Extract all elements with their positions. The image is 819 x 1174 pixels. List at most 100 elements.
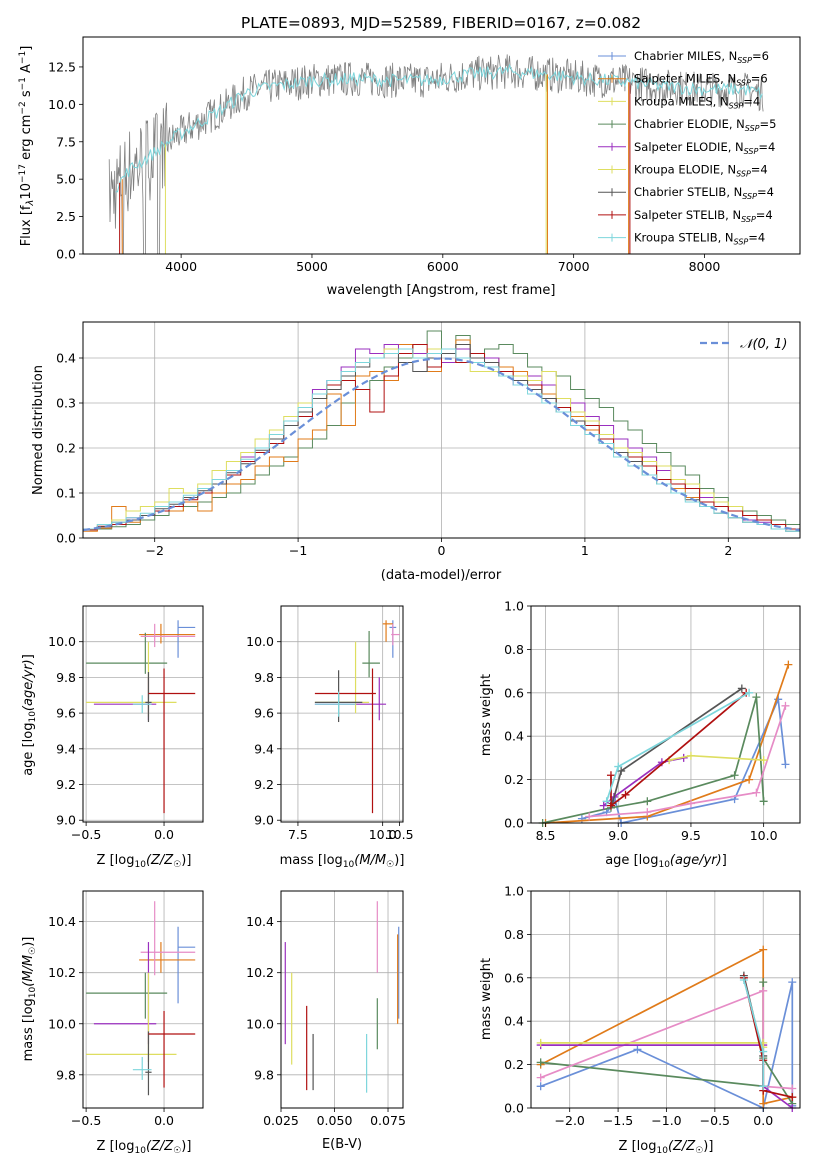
w-age-xlabel: age [log10(age/yr)] xyxy=(605,853,727,870)
y-tick-label: 0.2 xyxy=(56,441,76,456)
axes-frame xyxy=(280,890,404,1109)
mass-weight-marker xyxy=(621,790,630,799)
y-tick-label: 0.8 xyxy=(504,927,524,942)
mass-weight-marker xyxy=(759,945,768,954)
spectrum-panel: 4000 5000 6000 7000 8000 0.0 2.5 5.0 7.5 10.0 12.5… xyxy=(48,36,801,274)
weight-vs-Z-panel: −2.0 −1.5 −1.0 −0.5 0.0 0.0 0.2 0.4 0.6 0.8 1.0 xyxy=(504,884,801,1128)
x-tick-label: 0.0 xyxy=(154,1113,174,1128)
axes-frame xyxy=(530,890,801,1109)
y-tick-label: 0.0 xyxy=(56,247,76,262)
mass-weight-marker xyxy=(643,797,652,806)
x-tick-label: 10.5 xyxy=(386,827,414,842)
x-tick-label: 10.0 xyxy=(369,827,397,842)
mass-vs-EBV-panel: 0.025 0.050 0.075 9.8 10.0 10.2 10.4 xyxy=(246,890,406,1128)
mass-weight-marker xyxy=(784,660,793,669)
w-Z-ylabel: mass weight xyxy=(479,958,494,1040)
residuals-xlabel: (data-model)/error xyxy=(381,568,502,583)
y-tick-label: 0.6 xyxy=(504,970,524,985)
age-ylabel: age [log10(age/yr)] xyxy=(21,654,38,776)
mass-ylabel: mass [log10(M/M☉)] xyxy=(21,937,38,1062)
mass-weight-marker xyxy=(536,1038,545,1047)
legend-label: Salpeter ELODIE, NSSP=4 xyxy=(634,140,775,156)
spectrum-ylabel: Flux [fλ10−17 erg cm−2 s−1 A−1] xyxy=(18,46,36,247)
y-tick-label: 9.6 xyxy=(56,706,76,721)
mass-weight-marker xyxy=(745,688,754,697)
y-tick-label: 0.2 xyxy=(504,1057,524,1072)
mass-weight-marker xyxy=(752,693,761,702)
y-tick-label: 1.0 xyxy=(504,884,524,899)
mass-weight-marker xyxy=(745,775,754,784)
mass-weight-line xyxy=(540,989,793,1090)
y-tick-label: 0.3 xyxy=(56,396,76,411)
y-tick-label: 0.1 xyxy=(56,486,76,501)
mass-weight-marker xyxy=(759,1082,768,1091)
y-tick-label: 10.0 xyxy=(48,1016,76,1031)
mass-weight-marker xyxy=(759,986,768,995)
spectrum-xlabel: wavelength [Angstrom, rest frame] xyxy=(327,283,556,298)
mass-weight-marker xyxy=(752,788,761,797)
x-tick-label: 0.0 xyxy=(753,1113,773,1128)
mass-weight-marker xyxy=(759,1047,768,1056)
x-tick-label: −2.0 xyxy=(555,1113,585,1128)
y-tick-label: 10.0 xyxy=(246,1016,274,1031)
mass-weight-marker xyxy=(686,751,695,760)
mass-weight-marker xyxy=(599,801,608,810)
legend-label: Salpeter MILES, NSSP=6 xyxy=(634,72,768,88)
x-tick-label: 2 xyxy=(724,543,732,558)
mass-weight-marker xyxy=(606,771,615,780)
legend-label: Kroupa ELODIE, NSSP=4 xyxy=(634,163,768,179)
mass-weight-marker xyxy=(739,975,748,984)
mass-weight-marker xyxy=(730,771,739,780)
mass-weight-marker xyxy=(737,684,746,693)
axes-frame xyxy=(280,605,404,823)
y-tick-label: 0.4 xyxy=(504,729,524,744)
y-tick-label: 10.2 xyxy=(246,965,274,980)
y-tick-label: 5.0 xyxy=(56,172,76,187)
y-tick-label: 10.2 xyxy=(48,965,76,980)
legend-label: Salpeter STELIB, NSSP=4 xyxy=(634,208,773,224)
w-age-ylabel: mass weight xyxy=(479,674,494,756)
mass-weight-marker xyxy=(585,812,594,821)
mass-weight-line xyxy=(545,664,790,824)
x-tick-label: 6000 xyxy=(427,259,459,274)
y-tick-label: 10.0 xyxy=(48,634,76,649)
legend-label: Chabrier STELIB, NSSP=4 xyxy=(634,185,774,201)
y-tick-label: 0.0 xyxy=(56,531,76,546)
x-tick-label: 4000 xyxy=(165,259,197,274)
axes-frame xyxy=(82,36,801,255)
legend-label: Chabrier MILES, NSSP=6 xyxy=(634,49,769,65)
x-tick-label: 9.0 xyxy=(608,828,628,843)
mass-weight-marker xyxy=(536,1073,545,1082)
x-tick-label: 9.5 xyxy=(681,828,701,843)
mass-weight-marker xyxy=(759,797,768,806)
y-tick-label: 9.2 xyxy=(56,777,76,792)
legend-label: Chabrier ELODIE, NSSP=5 xyxy=(634,117,776,133)
y-tick-label: 0.8 xyxy=(504,642,524,657)
mass-weight-marker xyxy=(643,808,652,817)
y-tick-label: 1.0 xyxy=(504,599,524,614)
y-tick-label: 9.0 xyxy=(254,813,274,828)
y-tick-label: 9.8 xyxy=(254,1067,274,1082)
x-tick-label: 5000 xyxy=(296,259,328,274)
x-tick-label: 0 xyxy=(438,543,446,558)
age-vs-mass-panel: 7.5 10.010.59.09.29.49.69.810.0 xyxy=(246,605,414,842)
mass-weight-marker xyxy=(788,1084,797,1093)
mass-weight-marker xyxy=(602,797,611,806)
mass-weight-marker xyxy=(781,760,790,769)
y-tick-label: 0.6 xyxy=(504,685,524,700)
x-tick-label: −1.0 xyxy=(651,1113,681,1128)
legend-label: Kroupa STELIB, NSSP=4 xyxy=(634,231,765,247)
x-tick-label: 8000 xyxy=(689,259,721,274)
residuals-ylabel: Normed distribution xyxy=(31,365,46,495)
mass-weight-marker xyxy=(788,1093,797,1102)
mass-weight-line xyxy=(540,982,794,1105)
mass-weight-marker xyxy=(633,1045,642,1054)
y-tick-label: 9.8 xyxy=(56,670,76,685)
y-tick-label: 2.5 xyxy=(56,209,76,224)
mass-weight-marker xyxy=(617,766,626,775)
y-tick-label: 10.4 xyxy=(48,914,76,929)
x-tick-label: 7.5 xyxy=(288,827,308,842)
Z-xlabel-1: Z [log10(Z/Z☉)] xyxy=(97,853,192,870)
x-tick-label: −0.5 xyxy=(71,827,101,842)
